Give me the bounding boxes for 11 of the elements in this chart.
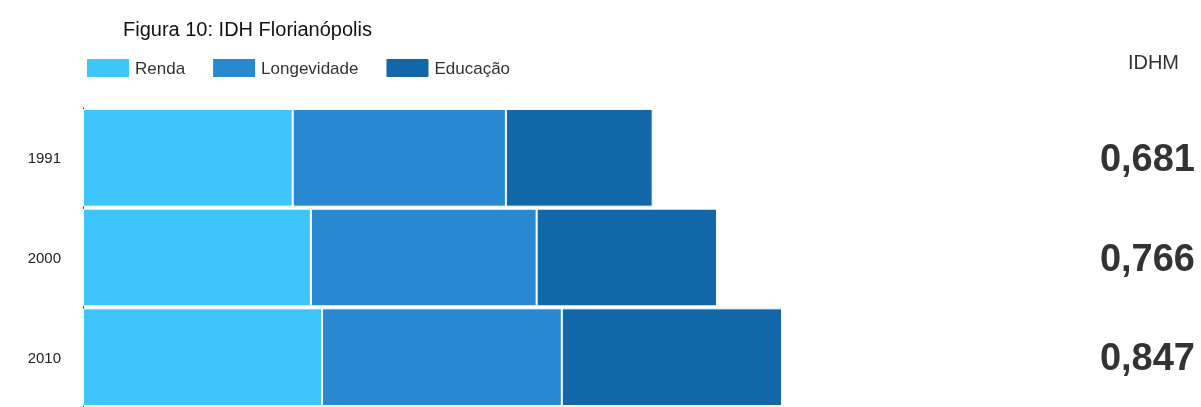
text: 0,847 [1099, 336, 1195, 379]
y-tick-label: 2010 [27, 348, 61, 366]
legend-label: Longevidade [261, 58, 359, 78]
legend-label: Educação [434, 58, 511, 78]
chart-title: Figura 10: IDH Florianópolis [123, 18, 372, 40]
y-tick-label: 1991 [27, 149, 61, 167]
text: 0,681 [1099, 136, 1195, 179]
text: 0,766 [1099, 236, 1195, 279]
text: IDHM [1127, 51, 1180, 73]
y-tick-label: 2000 [27, 249, 61, 266]
legend-label: Renda [135, 58, 186, 78]
